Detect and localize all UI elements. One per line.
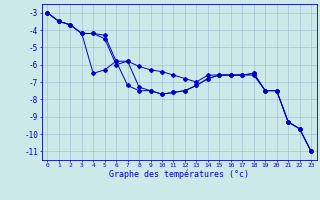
X-axis label: Graphe des températures (°c): Graphe des températures (°c): [109, 170, 249, 179]
